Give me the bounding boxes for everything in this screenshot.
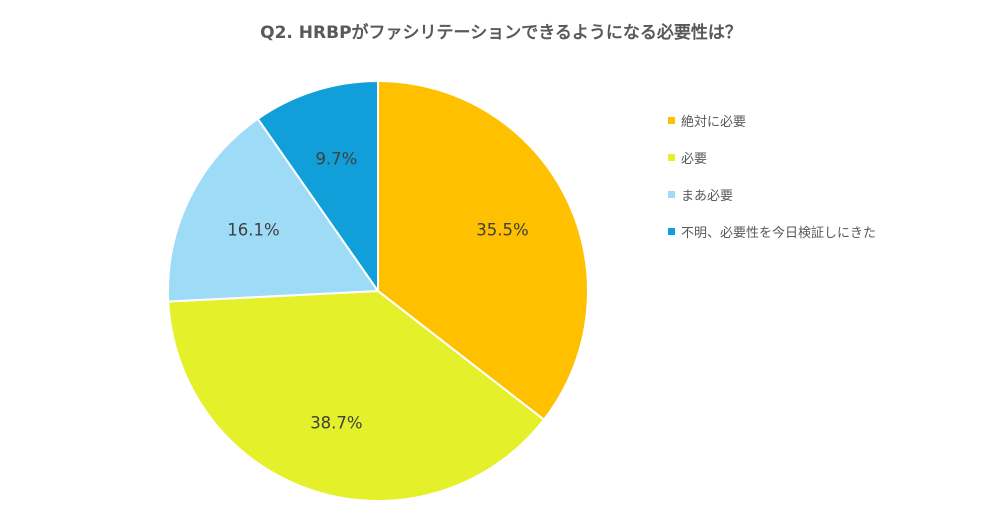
pie-slice-3 bbox=[167, 117, 379, 303]
legend-label-2: 必要 bbox=[681, 151, 708, 167]
pie-slice-2 bbox=[167, 290, 545, 502]
legend-item-1: 絶対に必要 bbox=[668, 111, 876, 130]
pie-slice-4 bbox=[256, 80, 379, 292]
slice-data-label-1: 35.5% bbox=[476, 221, 528, 240]
legend-item-2: 必要 bbox=[668, 148, 876, 167]
legend-label-1: 絶対に必要 bbox=[681, 114, 747, 130]
legend-item-4: 不明、必要性を今日検証しにきた bbox=[668, 222, 877, 241]
slice-data-label-4: 9.7% bbox=[315, 149, 357, 168]
legend-swatch-1 bbox=[668, 116, 675, 124]
pie-slice-1 bbox=[377, 80, 589, 421]
legend-swatch-4 bbox=[668, 227, 675, 235]
chart-title: Q2. HRBPがファシリテーションできるようになる必要性は？ bbox=[260, 23, 742, 43]
legend-item-3: まあ必要 bbox=[668, 185, 876, 204]
legend-label-4: 不明、必要性を今日検証しにきた bbox=[681, 225, 877, 241]
slice-data-label-3: 16.1% bbox=[227, 221, 279, 240]
slice-data-label-2: 38.7% bbox=[310, 414, 362, 433]
legend-swatch-3 bbox=[668, 190, 675, 198]
chart-legend: 絶対に必要必要まあ必要不明、必要性を今日検証しにきた bbox=[668, 111, 876, 259]
pie-slice-labels: 35.5% 38.7% 16.1% 9.7% bbox=[227, 149, 528, 432]
legend-label-3: まあ必要 bbox=[681, 188, 734, 204]
legend-swatch-2 bbox=[668, 153, 675, 161]
pie-slices bbox=[167, 80, 589, 502]
